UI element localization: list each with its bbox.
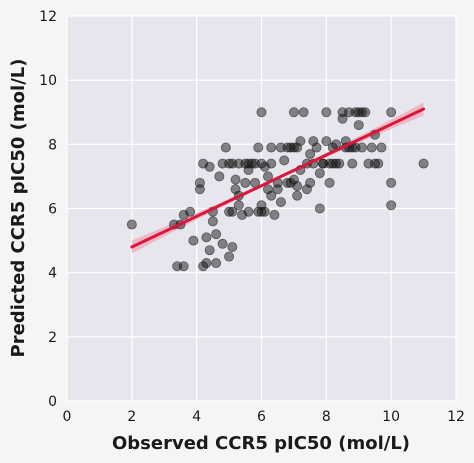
x-axis-label: Observed CCR5 pIC50 (mol/L) (112, 433, 410, 454)
data-point (262, 184, 273, 195)
data-point (185, 206, 196, 217)
x-tick-label-1: 2 (127, 409, 136, 425)
data-point (217, 158, 228, 169)
y-tick-label-1: 2 (48, 330, 57, 346)
y-tick-label-5: 10 (39, 73, 57, 89)
data-point (305, 148, 316, 159)
x-tick-label-6: 12 (447, 409, 465, 425)
data-point (211, 229, 222, 240)
data-point (285, 177, 296, 188)
y-tick-label-2: 4 (48, 266, 57, 282)
data-point (204, 245, 215, 256)
data-point (126, 219, 137, 230)
regression-line-group (130, 107, 426, 249)
data-point (386, 107, 397, 118)
data-point (275, 197, 286, 208)
data-point (230, 174, 241, 185)
data-point (211, 258, 222, 269)
data-point (356, 107, 367, 118)
data-point (279, 155, 290, 166)
y-tick-label-4: 8 (48, 137, 57, 153)
x-tick-label-2: 4 (192, 409, 201, 425)
data-point (298, 107, 309, 118)
y-axis-label: Predicted CCR5 pIC50 (mol/L) (8, 59, 29, 358)
data-point (204, 161, 215, 172)
regression-line (130, 107, 426, 249)
y-tick-labels: 0 2 4 6 8 10 12 (39, 9, 57, 410)
data-point (227, 206, 238, 217)
data-point (347, 158, 358, 169)
data-point (386, 177, 397, 188)
data-point (269, 209, 280, 220)
data-point (353, 107, 364, 118)
data-point (331, 158, 342, 169)
data-point (188, 235, 199, 246)
data-point (256, 107, 267, 118)
data-point (243, 206, 254, 217)
data-point (178, 261, 189, 272)
data-point (418, 158, 429, 169)
data-point (311, 142, 322, 153)
data-point (217, 238, 228, 249)
data-point (275, 142, 286, 153)
data-point (233, 200, 244, 211)
data-point (253, 142, 264, 153)
data-point (292, 190, 303, 201)
data-point (194, 184, 205, 195)
data-point (266, 158, 277, 169)
y-tick-label-0: 0 (48, 394, 57, 410)
data-point (373, 158, 384, 169)
data-point (337, 113, 348, 124)
data-point (327, 158, 338, 169)
data-point (386, 200, 397, 211)
data-point (314, 168, 325, 179)
y-tick-label-6: 12 (39, 9, 57, 25)
data-point (243, 158, 254, 169)
data-point (350, 142, 361, 153)
data-point (201, 258, 212, 269)
data-point (318, 158, 329, 169)
data-point (201, 232, 212, 243)
data-point (369, 158, 380, 169)
data-point (266, 142, 277, 153)
data-point (353, 120, 364, 131)
data-point (376, 142, 387, 153)
x-tick-label-4: 8 (322, 409, 331, 425)
data-point (246, 158, 257, 169)
data-point (288, 107, 299, 118)
data-point (366, 142, 377, 153)
data-point (256, 206, 267, 217)
data-point (224, 206, 235, 217)
data-point (207, 216, 218, 227)
data-point (220, 142, 231, 153)
data-point (321, 136, 332, 147)
data-point (227, 241, 238, 252)
data-point (224, 251, 235, 262)
data-point (295, 136, 306, 147)
data-point (324, 177, 335, 188)
data-point (321, 107, 332, 118)
data-point (259, 206, 270, 217)
data-point (240, 177, 251, 188)
x-tick-label-3: 6 (257, 409, 266, 425)
data-point (314, 203, 325, 214)
data-point (214, 171, 225, 182)
data-points (126, 107, 429, 272)
x-tick-label-5: 10 (382, 409, 400, 425)
x-tick-labels: 0 2 4 6 8 10 12 (63, 409, 465, 425)
data-point (305, 177, 316, 188)
x-tick-label-0: 0 (63, 409, 72, 425)
y-tick-label-3: 6 (48, 202, 57, 218)
